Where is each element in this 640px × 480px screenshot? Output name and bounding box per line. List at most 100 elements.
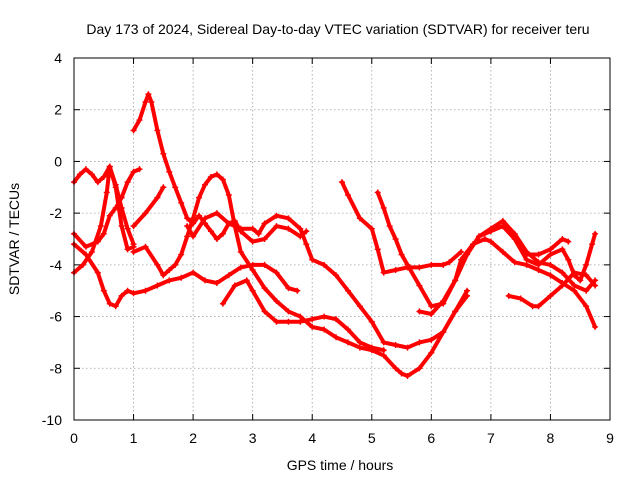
data-point-marker <box>592 323 599 330</box>
data-point-marker <box>184 215 191 222</box>
data-point-marker <box>219 300 226 307</box>
data-point-marker <box>583 272 590 279</box>
data-point-marker <box>392 342 399 349</box>
sat-track-5 <box>131 92 309 244</box>
data-point-marker <box>446 259 453 266</box>
data-point-marker <box>207 228 214 235</box>
data-point-marker <box>571 269 578 276</box>
data-point-marker <box>285 318 292 325</box>
data-point-marker <box>547 292 554 299</box>
data-point-marker <box>428 261 435 268</box>
data-point-marker <box>112 204 119 211</box>
data-point-marker <box>225 220 232 227</box>
data-point-marker <box>94 238 101 245</box>
data-point-marker <box>124 287 131 294</box>
data-point-marker <box>166 277 173 284</box>
data-point-marker <box>535 261 542 268</box>
data-point-marker <box>178 251 185 258</box>
plot-frame <box>73 57 611 421</box>
data-point-marker <box>321 326 328 333</box>
data-point-marker <box>273 269 280 276</box>
data-point-marker <box>225 272 232 279</box>
y-tick-label: -8 <box>50 360 63 376</box>
data-point-marker <box>106 300 113 307</box>
data-point-marker <box>339 179 345 186</box>
data-point-marker <box>505 292 512 299</box>
x-tick-label: 4 <box>308 430 316 446</box>
data-point-marker <box>142 210 149 217</box>
data-point-marker <box>273 212 280 219</box>
data-point-marker <box>583 287 590 294</box>
x-tick-label: 6 <box>427 430 435 446</box>
data-point-marker <box>380 339 387 346</box>
y-tick-label: -6 <box>50 309 63 325</box>
data-point-marker <box>559 269 566 276</box>
data-point-marker <box>374 246 381 253</box>
data-point-marker <box>511 259 518 266</box>
data-point-marker <box>82 166 89 173</box>
data-point-marker <box>172 184 179 191</box>
data-point-marker <box>249 287 256 294</box>
data-point-marker <box>285 285 292 292</box>
data-point-marker <box>368 225 375 232</box>
data-point-marker <box>583 261 590 268</box>
data-point-marker <box>297 225 304 232</box>
data-point-marker <box>118 194 125 201</box>
data-point-marker <box>130 168 137 175</box>
data-point-marker <box>499 223 506 230</box>
sat-track-12 <box>477 224 598 283</box>
data-point-marker <box>202 181 209 188</box>
sat-track-7 <box>185 211 470 350</box>
data-point-marker <box>565 238 572 245</box>
data-point-marker <box>202 277 209 284</box>
data-point-marker <box>333 316 340 323</box>
data-point-marker <box>398 370 405 377</box>
data-point-marker <box>416 264 423 271</box>
data-point-marker <box>380 204 387 211</box>
data-point-marker <box>190 215 197 222</box>
data-point-marker <box>219 176 226 183</box>
data-point-marker <box>136 166 143 173</box>
data-point-marker <box>172 261 179 268</box>
data-point-marker <box>145 91 152 98</box>
data-point-marker <box>398 251 405 258</box>
data-point-marker <box>487 228 494 235</box>
data-point-marker <box>458 248 465 255</box>
sat-track-4 <box>72 242 300 309</box>
data-point-marker <box>225 192 232 199</box>
data-point-marker <box>249 225 256 232</box>
data-point-marker <box>237 248 244 255</box>
data-point-marker <box>380 352 387 359</box>
data-point-marker <box>547 251 554 258</box>
data-point-marker <box>213 210 220 217</box>
data-point-marker <box>130 290 137 297</box>
data-point-marker <box>344 287 351 294</box>
data-point-marker <box>142 287 149 294</box>
data-point-marker <box>356 303 363 310</box>
data-point-marker <box>547 261 554 268</box>
data-point-marker <box>213 171 220 178</box>
data-point-marker <box>88 248 95 255</box>
data-point-marker <box>416 339 423 346</box>
data-point-marker <box>106 163 113 170</box>
data-point-marker <box>583 303 590 310</box>
data-point-marker <box>142 98 149 105</box>
data-point-marker <box>130 223 137 230</box>
data-point-marker <box>529 303 536 310</box>
data-point-marker <box>592 230 599 237</box>
data-point-marker <box>368 344 375 351</box>
data-point-marker <box>571 282 578 289</box>
sat-track-10 <box>375 190 598 329</box>
chart-title: Day 173 of 2024, Sidereal Day-to-day VTE… <box>86 21 589 37</box>
data-point-marker <box>344 192 351 199</box>
data-point-marker <box>547 246 554 253</box>
data-point-marker <box>404 373 411 380</box>
data-point-marker <box>547 272 554 279</box>
data-point-marker <box>154 127 161 134</box>
data-point-marker <box>261 220 268 227</box>
data-point-marker <box>452 277 459 284</box>
data-point-marker <box>100 287 107 294</box>
data-point-marker <box>428 310 435 317</box>
data-point-marker <box>184 233 191 240</box>
